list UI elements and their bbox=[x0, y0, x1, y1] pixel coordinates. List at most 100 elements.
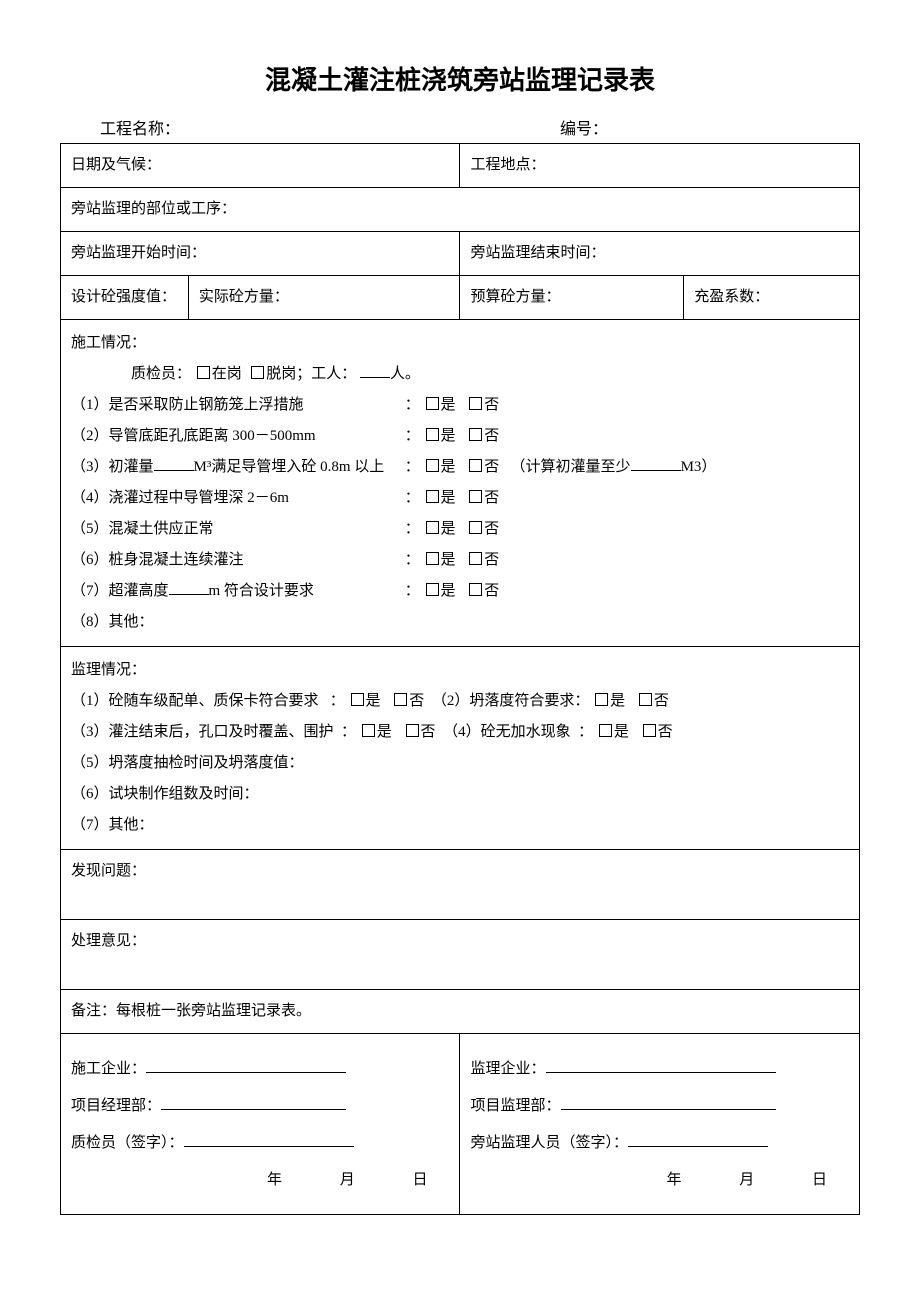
s4-text: （4）砼无加水现象 bbox=[443, 724, 571, 740]
day-label: 日 bbox=[412, 1172, 429, 1188]
c-item-6: （6）桩身混凝土连续灌注 ： 是 否 bbox=[71, 547, 849, 574]
no-label: 否 bbox=[658, 724, 673, 740]
colon: ： bbox=[405, 490, 420, 506]
c5-no[interactable] bbox=[469, 521, 482, 534]
c3-blank1[interactable] bbox=[154, 456, 194, 471]
yes-label: 是 bbox=[441, 583, 456, 599]
c4-text: （4）浇灌过程中导管埋深 2－6m bbox=[71, 485, 401, 512]
yes-label: 是 bbox=[441, 552, 456, 568]
construction-sign-block: 施工企业： 项目经理部： 质检员（签字）： 年 月 日 bbox=[61, 1034, 460, 1215]
opinion-cell[interactable]: 处理意见： bbox=[61, 920, 860, 990]
c1-text: （1）是否采取防止钢筋笼上浮措施 bbox=[71, 392, 401, 419]
c2-yes[interactable] bbox=[426, 428, 439, 441]
colon: ： bbox=[405, 552, 420, 568]
s2-yes[interactable] bbox=[595, 693, 608, 706]
supervision-section: 监理情况： （1）砼随车级配单、质保卡符合要求 ： 是 否 （2）坍落度符合要求… bbox=[61, 647, 860, 850]
supervision-heading: 监理情况： bbox=[71, 657, 849, 684]
c7-yes[interactable] bbox=[426, 583, 439, 596]
c-item-2: （2）导管底距孔底距离 300－500mm ： 是 否 bbox=[71, 423, 849, 450]
c7-blank[interactable] bbox=[169, 580, 209, 595]
inspector-sig-blank[interactable] bbox=[184, 1132, 354, 1147]
budget-volume-cell[interactable]: 预算砼方量： bbox=[460, 276, 684, 320]
colon: ： bbox=[405, 428, 420, 444]
c7-no[interactable] bbox=[469, 583, 482, 596]
yes-label: 是 bbox=[610, 693, 625, 709]
c7-b: m 符合设计要求 bbox=[209, 583, 314, 599]
sup-dept-blank[interactable] bbox=[561, 1095, 776, 1110]
sup-dept-label: 项目监理部： bbox=[470, 1098, 560, 1114]
yes-label: 是 bbox=[441, 428, 456, 444]
c-item-7: （7）超灌高度m 符合设计要求 ： 是 否 bbox=[71, 578, 849, 605]
sup-dept-line: 项目监理部： bbox=[470, 1093, 849, 1120]
c1-no[interactable] bbox=[469, 397, 482, 410]
s3-yes[interactable] bbox=[362, 724, 375, 737]
end-time-cell[interactable]: 旁站监理结束时间： bbox=[460, 232, 860, 276]
checkbox-on-duty[interactable] bbox=[197, 366, 210, 379]
s1-no[interactable] bbox=[394, 693, 407, 706]
supervision-co-line: 监理企业： bbox=[470, 1056, 849, 1083]
c6-no[interactable] bbox=[469, 552, 482, 565]
s4-no[interactable] bbox=[643, 724, 656, 737]
issues-cell[interactable]: 发现问题： bbox=[61, 850, 860, 920]
s2-no[interactable] bbox=[639, 693, 652, 706]
construction-date-line: 年 月 日 bbox=[71, 1167, 449, 1194]
yes-label: 是 bbox=[441, 521, 456, 537]
yes-label: 是 bbox=[377, 724, 392, 740]
c-item-1: （1）是否采取防止钢筋笼上浮措施 ： 是 否 bbox=[71, 392, 849, 419]
month-label: 月 bbox=[340, 1172, 357, 1188]
c-item-8: （8）其他： bbox=[71, 609, 849, 636]
year-label: 年 bbox=[666, 1172, 683, 1188]
s-row-12: （1）砼随车级配单、质保卡符合要求 ： 是 否 （2）坍落度符合要求： 是 否 bbox=[71, 688, 849, 715]
pm-dept-blank[interactable] bbox=[161, 1095, 346, 1110]
c3-blank2[interactable] bbox=[631, 456, 681, 471]
supervision-co-blank[interactable] bbox=[546, 1058, 776, 1073]
c2-text: （2）导管底距孔底距离 300－500mm bbox=[71, 423, 401, 450]
part-process-cell[interactable]: 旁站监理的部位或工序： bbox=[61, 188, 860, 232]
c6-yes[interactable] bbox=[426, 552, 439, 565]
worker-count-blank[interactable] bbox=[360, 363, 390, 378]
inspector-sig-label: 质检员（签字）： bbox=[71, 1135, 184, 1151]
no-label: 否 bbox=[484, 459, 499, 475]
header-row: 工程名称： 编号： bbox=[100, 115, 820, 139]
serial-label: 编号： bbox=[560, 115, 820, 139]
project-location-cell[interactable]: 工程地点： bbox=[460, 144, 860, 188]
s1-yes[interactable] bbox=[351, 693, 364, 706]
off-duty-label: 脱岗；工人： bbox=[266, 366, 356, 382]
s-item-6: （6）试块制作组数及时间： bbox=[71, 781, 849, 808]
no-label: 否 bbox=[484, 552, 499, 568]
supervision-co-label: 监理企业： bbox=[470, 1061, 545, 1077]
no-label: 否 bbox=[484, 397, 499, 413]
design-strength-cell[interactable]: 设计砼强度值： bbox=[61, 276, 189, 320]
no-label: 否 bbox=[484, 521, 499, 537]
yes-label: 是 bbox=[441, 459, 456, 475]
c3-c: （计算初灌量至少 bbox=[511, 459, 631, 475]
fill-factor-cell[interactable]: 充盈系数： bbox=[684, 276, 860, 320]
s3-no[interactable] bbox=[406, 724, 419, 737]
c4-yes[interactable] bbox=[426, 490, 439, 503]
s4-yes[interactable] bbox=[599, 724, 612, 737]
date-weather-cell[interactable]: 日期及气候： bbox=[61, 144, 460, 188]
no-label: 否 bbox=[484, 490, 499, 506]
c5-yes[interactable] bbox=[426, 521, 439, 534]
supervisor-sig-label: 旁站监理人员（签字）： bbox=[470, 1135, 628, 1151]
c1-yes[interactable] bbox=[426, 397, 439, 410]
s1-text: （1）砼随车级配单、质保卡符合要求 bbox=[71, 693, 319, 709]
people-suffix: 人。 bbox=[390, 366, 420, 382]
construction-co-blank[interactable] bbox=[146, 1058, 346, 1073]
c3-yes[interactable] bbox=[426, 459, 439, 472]
supervisor-sig-blank[interactable] bbox=[628, 1132, 768, 1147]
actual-volume-cell[interactable]: 实际砼方量： bbox=[188, 276, 460, 320]
c4-no[interactable] bbox=[469, 490, 482, 503]
issues-label: 发现问题： bbox=[71, 863, 146, 879]
c3-a: （3）初灌量 bbox=[71, 459, 154, 475]
c2-no[interactable] bbox=[469, 428, 482, 441]
s2-text: （2）坍落度符合要求： bbox=[432, 693, 590, 709]
start-time-cell[interactable]: 旁站监理开始时间： bbox=[61, 232, 460, 276]
c6-text: （6）桩身混凝土连续灌注 bbox=[71, 547, 401, 574]
yes-label: 是 bbox=[614, 724, 629, 740]
checkbox-off-duty[interactable] bbox=[251, 366, 264, 379]
c3-no[interactable] bbox=[469, 459, 482, 472]
no-label: 否 bbox=[654, 693, 669, 709]
inspector-prefix: 质检员： bbox=[131, 366, 191, 382]
on-duty-label: 在岗 bbox=[212, 366, 242, 382]
